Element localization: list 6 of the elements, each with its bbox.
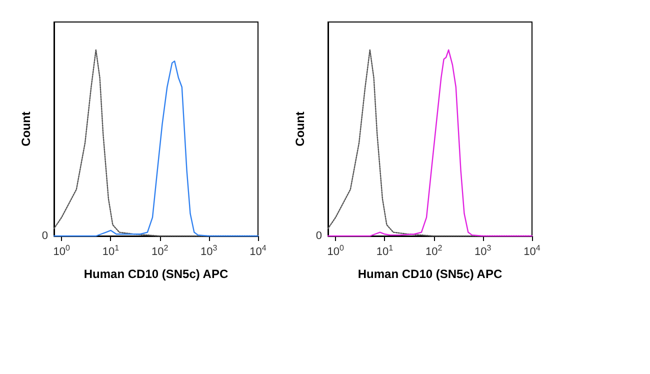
- text: 0: [316, 230, 322, 242]
- x-axis-title: Human CD10 (SN5c) APC: [84, 267, 228, 281]
- y-axis-title: Count: [293, 112, 307, 146]
- x-axis-title: Human CD10 (SN5c) APC: [358, 267, 502, 281]
- text: 0: [42, 230, 48, 242]
- y-axis-title: Count: [19, 112, 33, 146]
